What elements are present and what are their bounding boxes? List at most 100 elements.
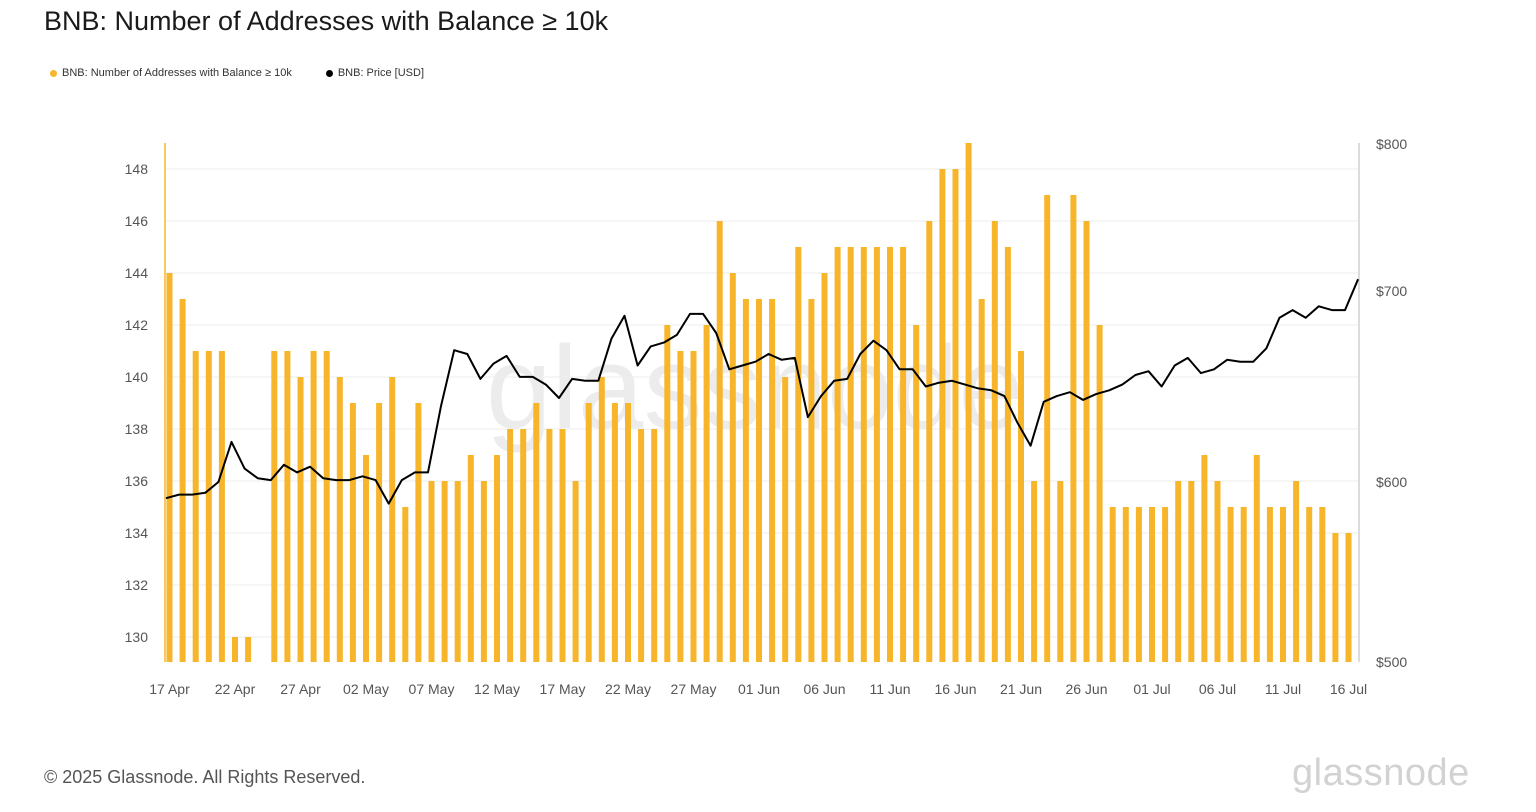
bar[interactable] — [991, 221, 998, 662]
bar[interactable] — [1135, 507, 1142, 662]
bar[interactable] — [1306, 507, 1313, 662]
bar[interactable] — [860, 247, 867, 662]
bar[interactable] — [1319, 507, 1326, 662]
bar[interactable] — [205, 351, 212, 662]
bar[interactable] — [572, 481, 579, 662]
bar[interactable] — [887, 247, 893, 662]
bar[interactable] — [965, 143, 972, 662]
bar[interactable] — [349, 403, 356, 662]
bar[interactable] — [1266, 507, 1273, 662]
bar[interactable] — [1240, 507, 1247, 662]
bar[interactable] — [1201, 455, 1208, 662]
bar[interactable] — [1109, 507, 1116, 662]
bar[interactable] — [625, 403, 631, 662]
x-tick-label: 06 Jul — [1199, 681, 1236, 697]
bar[interactable] — [690, 351, 697, 662]
bar[interactable] — [559, 429, 566, 662]
bar[interactable] — [533, 403, 540, 662]
bar[interactable] — [494, 455, 500, 662]
bar[interactable] — [389, 377, 396, 662]
bar[interactable] — [1175, 481, 1182, 662]
bar[interactable] — [598, 377, 605, 662]
bar[interactable] — [782, 377, 789, 662]
bar[interactable] — [1031, 481, 1038, 662]
bar[interactable] — [179, 299, 186, 662]
bar[interactable] — [1280, 507, 1286, 662]
bar[interactable] — [821, 273, 828, 662]
bar[interactable] — [939, 169, 946, 662]
bar[interactable] — [638, 429, 645, 662]
legend-item-price[interactable]: BNB: Price [USD] — [325, 67, 424, 79]
x-tick-label: 11 Jun — [870, 681, 911, 697]
bar[interactable] — [1253, 455, 1260, 662]
bar[interactable] — [1162, 507, 1169, 662]
bar[interactable] — [585, 403, 592, 662]
bar[interactable] — [808, 299, 815, 662]
legend-item-addresses[interactable]: BNB: Number of Addresses with Balance ≥ … — [50, 67, 292, 79]
bar[interactable] — [297, 377, 304, 662]
bar[interactable] — [218, 351, 225, 662]
bar[interactable] — [952, 169, 959, 662]
bar[interactable] — [847, 247, 854, 662]
bar[interactable] — [323, 351, 330, 662]
bar[interactable] — [363, 455, 369, 662]
bar[interactable] — [166, 273, 173, 662]
bar[interactable] — [769, 299, 776, 662]
bar[interactable] — [1293, 481, 1300, 662]
bar[interactable] — [1057, 481, 1064, 662]
bar[interactable] — [1070, 195, 1077, 662]
bar[interactable] — [284, 351, 291, 662]
bar[interactable] — [716, 221, 723, 662]
bar[interactable] — [834, 247, 841, 662]
bar[interactable] — [402, 507, 409, 662]
bar[interactable] — [1096, 325, 1103, 662]
bar[interactable] — [1122, 507, 1129, 662]
bar[interactable] — [454, 481, 461, 662]
bar[interactable] — [232, 637, 238, 662]
bar[interactable] — [271, 351, 278, 662]
bar[interactable] — [900, 247, 907, 662]
bar[interactable] — [1227, 507, 1234, 662]
bar[interactable] — [873, 247, 880, 662]
bar[interactable] — [795, 247, 802, 662]
bar[interactable] — [926, 221, 933, 662]
bar[interactable] — [245, 637, 252, 662]
legend-swatch-addresses — [50, 69, 57, 77]
bar[interactable] — [978, 299, 985, 662]
bar[interactable] — [742, 299, 749, 662]
bar[interactable] — [192, 351, 199, 662]
bar[interactable] — [1332, 533, 1339, 662]
bar[interactable] — [1004, 247, 1011, 662]
bar[interactable] — [756, 299, 762, 662]
bar[interactable] — [428, 481, 435, 662]
bar[interactable] — [376, 403, 383, 662]
bar[interactable] — [336, 377, 343, 662]
bar[interactable] — [546, 429, 553, 662]
bar[interactable] — [1018, 351, 1024, 662]
legend-swatch-price — [325, 69, 333, 77]
bar[interactable] — [520, 429, 527, 662]
bar[interactable] — [310, 351, 317, 662]
left-tick-label: 144 — [125, 265, 149, 281]
watermark: glassnode — [486, 322, 1024, 454]
x-tick-label: 27 May — [671, 681, 717, 697]
bar[interactable] — [1044, 195, 1051, 662]
bar[interactable] — [467, 455, 474, 662]
bar[interactable] — [703, 325, 710, 662]
bar[interactable] — [507, 429, 514, 662]
bar[interactable] — [441, 481, 448, 662]
bar[interactable] — [1188, 481, 1195, 662]
bar[interactable] — [729, 273, 736, 662]
bar[interactable] — [480, 481, 487, 662]
bar[interactable] — [1214, 481, 1221, 662]
bar[interactable] — [1345, 533, 1352, 662]
bar[interactable] — [1149, 507, 1155, 662]
bar[interactable] — [415, 403, 422, 662]
bar[interactable] — [664, 325, 671, 662]
price-line[interactable] — [165, 278, 1360, 505]
bar[interactable] — [651, 429, 658, 662]
bar[interactable] — [1083, 221, 1090, 662]
bar[interactable] — [677, 351, 684, 662]
bar[interactable] — [913, 325, 920, 662]
bar[interactable] — [611, 403, 618, 662]
